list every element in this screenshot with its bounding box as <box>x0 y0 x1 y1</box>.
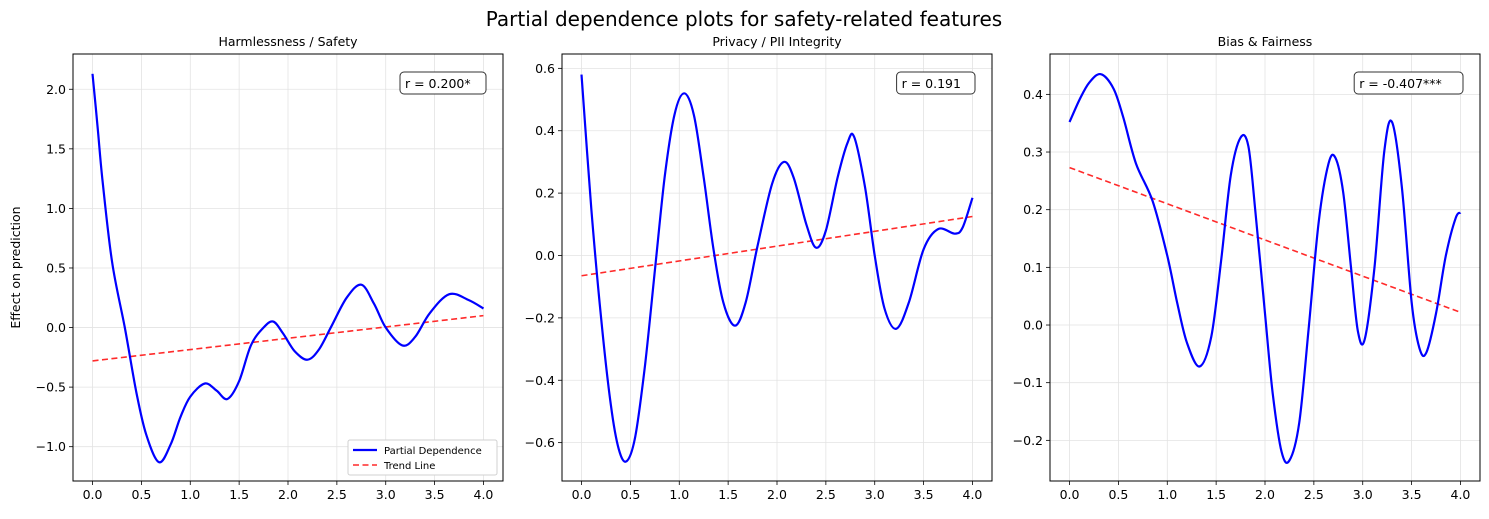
x-tick-label: 1.0 <box>1157 487 1177 502</box>
x-tick-label: 0.5 <box>131 487 151 502</box>
legend-label-pd: Partial Dependence <box>384 446 482 457</box>
correlation-box <box>896 71 976 95</box>
x-tick-label: 3.5 <box>1402 487 1422 502</box>
trend-line <box>92 314 484 362</box>
correlation-box <box>1353 71 1464 95</box>
y-tick-label: 0.2 <box>535 186 555 201</box>
x-tick-label: 3.0 <box>1353 487 1373 502</box>
partial-dependence-line <box>580 74 974 463</box>
x-tick-label: 4.0 <box>474 487 494 502</box>
correlation-label: r = 0.200* <box>405 76 471 91</box>
x-tick-label: 0.0 <box>572 487 592 502</box>
x-tick-label: 4.0 <box>1451 487 1471 502</box>
y-tick-label: −0.2 <box>525 310 555 325</box>
x-tick-label: 0.0 <box>1060 487 1080 502</box>
subplot-title: Privacy / PII Integrity <box>712 34 842 49</box>
x-tick-label: 2.5 <box>1304 487 1324 502</box>
y-tick-label: 0.0 <box>535 248 555 263</box>
legend <box>347 439 498 476</box>
y-tick-label: 0.2 <box>1023 202 1043 217</box>
correlation-box <box>399 71 487 95</box>
x-tick-label: 3.0 <box>865 487 885 502</box>
y-tick-label: 1.0 <box>46 201 66 216</box>
y-tick-label: −1.0 <box>36 439 66 454</box>
x-tick-label: 1.5 <box>718 487 738 502</box>
y-tick-label: −0.5 <box>36 380 66 395</box>
x-tick-label: 2.5 <box>327 487 347 502</box>
x-tick-label: 1.5 <box>1206 487 1226 502</box>
x-tick-label: 4.0 <box>963 487 983 502</box>
subplot-title: Harmlessness / Safety <box>218 34 358 49</box>
axes-frame <box>561 53 993 482</box>
x-tick-label: 2.0 <box>767 487 787 502</box>
partial-dependence-line <box>1068 73 1462 464</box>
y-tick-label: 2.0 <box>46 82 66 97</box>
subplot-1: 0.0 0.5 1.0 1.5 2.0 2.5 3.0 3.5 4.0 −1.0 −0.5 0.0 0.… <box>8 34 504 502</box>
x-tick-label: 1.5 <box>229 487 249 502</box>
y-tick-label: 0.5 <box>46 260 66 275</box>
y-axis-label: Effect on prediction <box>8 206 23 328</box>
axes-frame <box>1049 53 1481 482</box>
legend-label-trend: Trend Line <box>383 461 435 472</box>
x-tick-label: 1.0 <box>180 487 200 502</box>
correlation-label: r = 0.191 <box>902 76 961 91</box>
y-tick-label: −0.6 <box>525 435 555 450</box>
subplot-3: 0.0 0.5 1.0 1.5 2.0 2.5 3.0 3.5 4.0 −0.2 −0.1 0.0 0.… <box>1013 34 1481 502</box>
y-tick-label: 0.1 <box>1023 260 1043 275</box>
y-tick-label: −0.1 <box>1013 375 1043 390</box>
x-tick-label: 0.5 <box>1108 487 1128 502</box>
y-tick-label: 0.6 <box>535 61 555 76</box>
x-tick-label: 3.0 <box>376 487 396 502</box>
x-tick-label: 0.5 <box>620 487 640 502</box>
y-tick-label: −0.4 <box>525 373 555 388</box>
x-tick-label: 2.5 <box>816 487 836 502</box>
y-tick-label: 0.4 <box>1023 87 1043 102</box>
figure-title: Partial dependence plots for safety-rela… <box>486 7 1002 31</box>
x-tick-label: 2.0 <box>278 487 298 502</box>
x-tick-label: 2.0 <box>1255 487 1275 502</box>
x-tick-label: 3.5 <box>425 487 445 502</box>
y-tick-label: −0.2 <box>1013 433 1043 448</box>
y-tick-label: 0.0 <box>46 320 66 335</box>
trend-line <box>1069 166 1461 314</box>
axes-frame <box>72 53 504 482</box>
y-tick-label: 0.4 <box>535 123 555 138</box>
y-tick-label: 1.5 <box>46 141 66 156</box>
x-tick-label: 0.0 <box>83 487 103 502</box>
subplot-title: Bias & Fairness <box>1218 34 1313 49</box>
correlation-label: r = -0.407*** <box>1359 76 1442 91</box>
x-tick-label: 1.0 <box>669 487 689 502</box>
x-tick-label: 3.5 <box>914 487 934 502</box>
subplot-2: 0.0 0.5 1.0 1.5 2.0 2.5 3.0 3.5 4.0 −0.6 −0.4 −0.2 0… <box>525 34 993 502</box>
y-tick-label: 0.3 <box>1023 145 1043 160</box>
partial-dependence-line <box>91 73 485 464</box>
y-tick-label: 0.0 <box>1023 318 1043 333</box>
